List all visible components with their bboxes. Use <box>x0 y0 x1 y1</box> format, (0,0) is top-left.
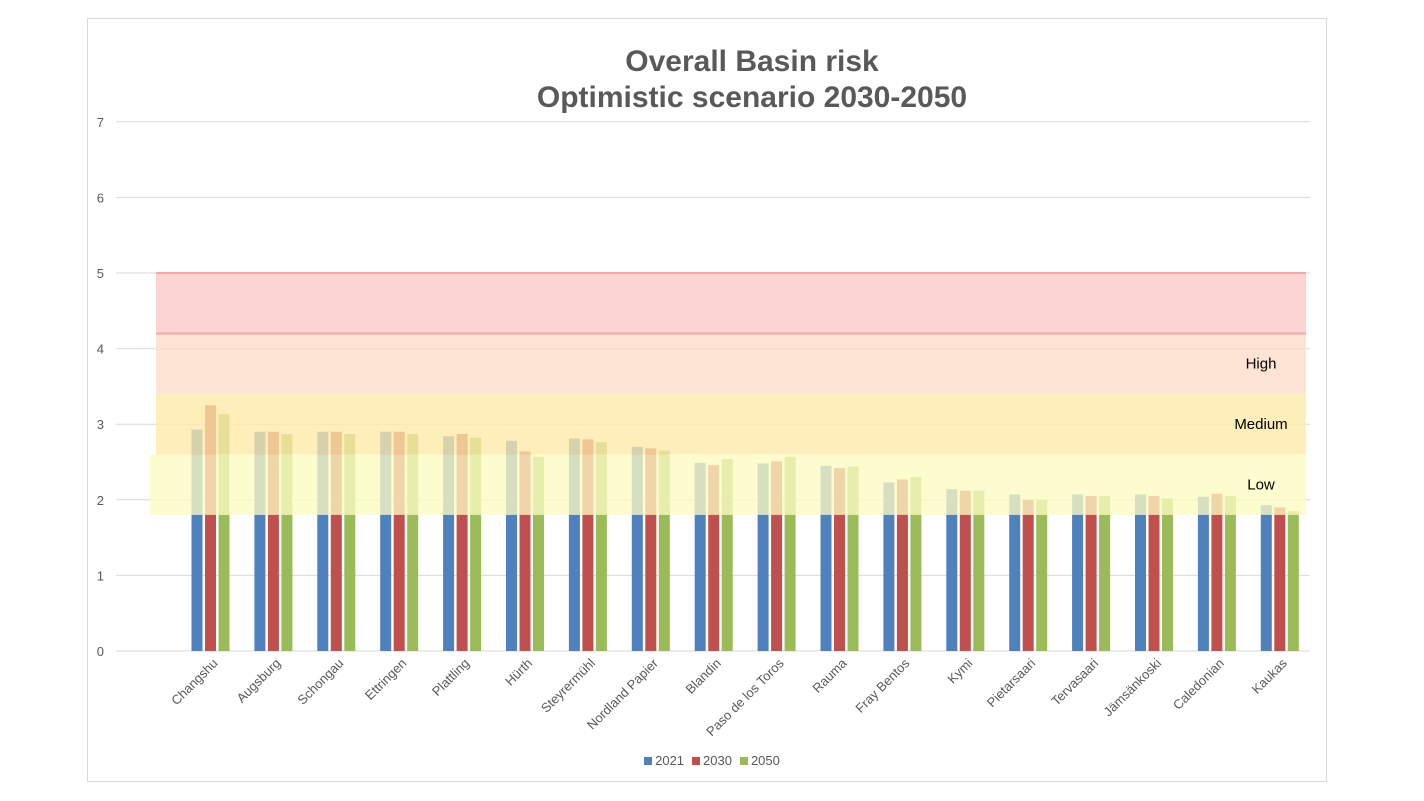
chart-legend: 2021 2030 2050 <box>0 753 1424 768</box>
x-tick-label: Blandin <box>683 656 724 697</box>
legend-label: 2050 <box>750 753 780 768</box>
legend-label: 2030 <box>703 753 732 768</box>
x-tick-label: Kaukas <box>1249 655 1291 697</box>
bar-2021 <box>1072 494 1084 651</box>
risk-band-label: High <box>1246 356 1277 373</box>
bar-2021 <box>568 438 580 651</box>
x-tick-label: Jämsänkoski <box>1100 655 1164 719</box>
bar-2050 <box>1036 499 1048 651</box>
x-tick-label: Changshu <box>168 656 221 709</box>
bar-2050 <box>533 456 544 651</box>
bar-2050 <box>470 437 482 651</box>
x-tick-label: Caledonian <box>1170 656 1227 713</box>
legend-swatch <box>644 757 653 765</box>
bar-2021 <box>191 429 203 651</box>
bar-2050 <box>1224 496 1236 651</box>
bar-2021 <box>946 489 958 651</box>
bar-2021 <box>757 463 769 651</box>
bar-2021 <box>883 482 895 651</box>
bar-2030 <box>519 451 531 651</box>
bar-2030 <box>708 465 720 651</box>
bar-2021 <box>380 431 392 651</box>
y-tick-label: 5 <box>97 266 104 281</box>
bar-2030 <box>1274 507 1286 651</box>
chart-subtitle: Optimistic scenario 2030-2050 <box>536 81 968 114</box>
risk-band-label: Medium <box>1234 416 1287 433</box>
risk-band <box>150 454 1306 515</box>
legend-item: 2021 <box>644 753 684 768</box>
bar-2021 <box>443 436 455 651</box>
bar-2021 <box>1260 505 1272 651</box>
bar-2050 <box>1162 498 1173 651</box>
risk-band <box>156 273 1306 334</box>
bar-2050 <box>784 456 796 651</box>
bar-2030 <box>582 439 594 651</box>
bar-2030 <box>1148 496 1160 651</box>
bar-2030 <box>456 434 468 651</box>
y-tick-label: 4 <box>97 342 104 357</box>
bar-2030 <box>896 479 908 651</box>
bar-2021 <box>820 465 832 651</box>
bar-2050 <box>721 458 733 651</box>
bar-2050 <box>910 477 922 651</box>
risk-band-label: Low <box>1247 477 1275 494</box>
bar-2030 <box>1211 493 1223 651</box>
bar-2030 <box>205 405 216 651</box>
bar-2021 <box>631 446 643 651</box>
y-tick-label: 3 <box>97 417 104 432</box>
y-tick-label: 0 <box>97 644 104 659</box>
legend-swatch <box>692 757 701 765</box>
bar-2030 <box>645 448 657 651</box>
x-tick-label: Schongau <box>294 656 346 708</box>
y-tick-label: 6 <box>97 190 104 205</box>
bar-2030 <box>330 431 342 651</box>
legend-swatch <box>739 757 748 765</box>
bar-2050 <box>281 434 293 651</box>
bar-2021 <box>1135 494 1146 651</box>
x-tick-label: Hürth <box>502 656 535 689</box>
y-tick-label: 2 <box>97 493 104 508</box>
bar-2021 <box>254 431 266 651</box>
x-tick-label: Steyrermühl <box>538 655 598 715</box>
bar-2021 <box>1009 494 1021 651</box>
bar-2030 <box>1022 499 1034 651</box>
x-tick-label: Augsburg <box>234 656 284 706</box>
bar-2021 <box>694 462 706 651</box>
bar-2021 <box>317 431 329 651</box>
bar-2050 <box>973 490 985 651</box>
bar-2021 <box>506 440 517 651</box>
bar-2030 <box>959 490 971 651</box>
bar-2030 <box>393 431 405 651</box>
x-tick-label: Kymi <box>944 655 975 686</box>
x-tick-label: Tervasaari <box>1048 655 1101 708</box>
bar-2050 <box>1099 496 1111 651</box>
legend-item: 2030 <box>692 753 732 768</box>
x-tick-label: Rauma <box>809 655 850 696</box>
risk-band <box>156 393 1306 455</box>
x-tick-label: Ettringen <box>362 656 409 703</box>
bar-2030 <box>267 431 279 651</box>
bar-2030 <box>1085 496 1097 651</box>
chart-title-block: Overall Basin risk Optimistic scenario 2… <box>87 44 1417 116</box>
bar-2050 <box>218 414 230 651</box>
y-tick-label: 7 <box>97 115 104 130</box>
x-tick-label: Pietarsaari <box>984 655 1039 710</box>
bar-2030 <box>771 461 783 651</box>
y-tick-label: 1 <box>97 568 104 583</box>
chart-title: Overall Basin risk <box>625 45 879 78</box>
bar-2050 <box>658 450 670 651</box>
bar-2050 <box>344 434 356 651</box>
bar-2050 <box>595 442 607 651</box>
x-tick-label: Plattling <box>429 656 472 699</box>
bar-2050 <box>847 466 859 651</box>
bar-2050 <box>1287 511 1299 651</box>
bar-2021 <box>1197 496 1209 651</box>
bar-2050 <box>407 434 419 651</box>
x-tick-label: Fray Bentos <box>852 655 913 716</box>
risk-band <box>156 333 1306 394</box>
bar-2030 <box>834 468 845 651</box>
legend-label: 2021 <box>655 753 685 768</box>
legend-item: 2050 <box>739 753 780 768</box>
